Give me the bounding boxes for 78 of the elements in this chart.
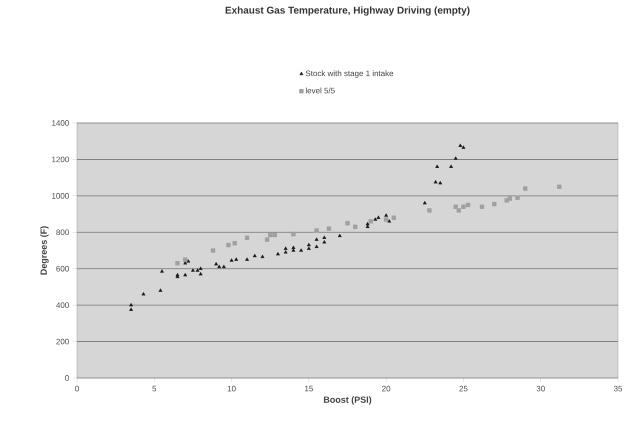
point <box>214 262 218 266</box>
point <box>435 164 440 168</box>
point <box>217 264 222 268</box>
point <box>234 257 238 261</box>
point <box>438 180 442 184</box>
point <box>480 204 484 209</box>
point <box>222 264 226 268</box>
point <box>190 268 195 272</box>
point <box>268 232 272 238</box>
point <box>291 246 296 249</box>
point <box>284 250 288 254</box>
point <box>226 242 231 248</box>
point <box>368 219 373 224</box>
point <box>284 246 288 250</box>
point <box>462 145 466 149</box>
point <box>338 234 342 238</box>
point <box>183 261 188 264</box>
point <box>272 232 278 238</box>
point <box>353 224 358 230</box>
point <box>198 272 203 276</box>
point <box>454 204 458 209</box>
point <box>291 232 296 236</box>
point <box>458 144 462 147</box>
point <box>306 242 311 246</box>
point <box>427 208 432 213</box>
point <box>366 224 370 228</box>
point <box>314 237 319 241</box>
y-axis-title: Degrees (F) <box>40 226 49 275</box>
point <box>210 248 216 253</box>
point <box>384 217 388 222</box>
point <box>245 257 249 261</box>
point <box>508 196 512 201</box>
point <box>232 241 237 246</box>
point <box>129 302 134 306</box>
point <box>461 204 466 209</box>
point <box>276 252 280 256</box>
point <box>252 254 257 258</box>
point <box>306 246 311 250</box>
point <box>387 219 392 223</box>
point <box>244 236 250 240</box>
point <box>345 220 350 226</box>
point <box>183 272 188 276</box>
point <box>434 180 438 184</box>
point <box>523 186 528 191</box>
point <box>515 195 520 200</box>
point <box>384 213 388 217</box>
point <box>158 288 162 292</box>
point <box>392 216 396 220</box>
point <box>376 216 380 219</box>
point <box>326 226 332 231</box>
chart-title: Exhaust Gas Temperature, Highway Driving (empty) <box>226 6 470 16</box>
point <box>322 236 326 239</box>
point <box>466 202 470 208</box>
point <box>186 259 190 263</box>
point <box>183 257 188 262</box>
point <box>230 258 234 262</box>
point <box>198 266 203 270</box>
point <box>557 184 562 189</box>
point <box>142 292 146 296</box>
point <box>492 202 497 206</box>
point <box>449 164 453 168</box>
point <box>175 261 180 266</box>
point <box>160 269 164 273</box>
point <box>314 244 319 248</box>
point <box>422 200 427 204</box>
point <box>264 237 270 242</box>
point <box>129 307 134 311</box>
point <box>299 248 304 252</box>
point <box>260 254 264 258</box>
x-axis-title: Boost (PSI) <box>324 396 372 405</box>
point <box>314 228 319 233</box>
point <box>366 222 370 226</box>
point <box>456 208 461 213</box>
point <box>373 217 378 221</box>
point <box>322 240 326 244</box>
point <box>291 248 296 252</box>
point <box>454 156 458 160</box>
point <box>196 268 200 272</box>
